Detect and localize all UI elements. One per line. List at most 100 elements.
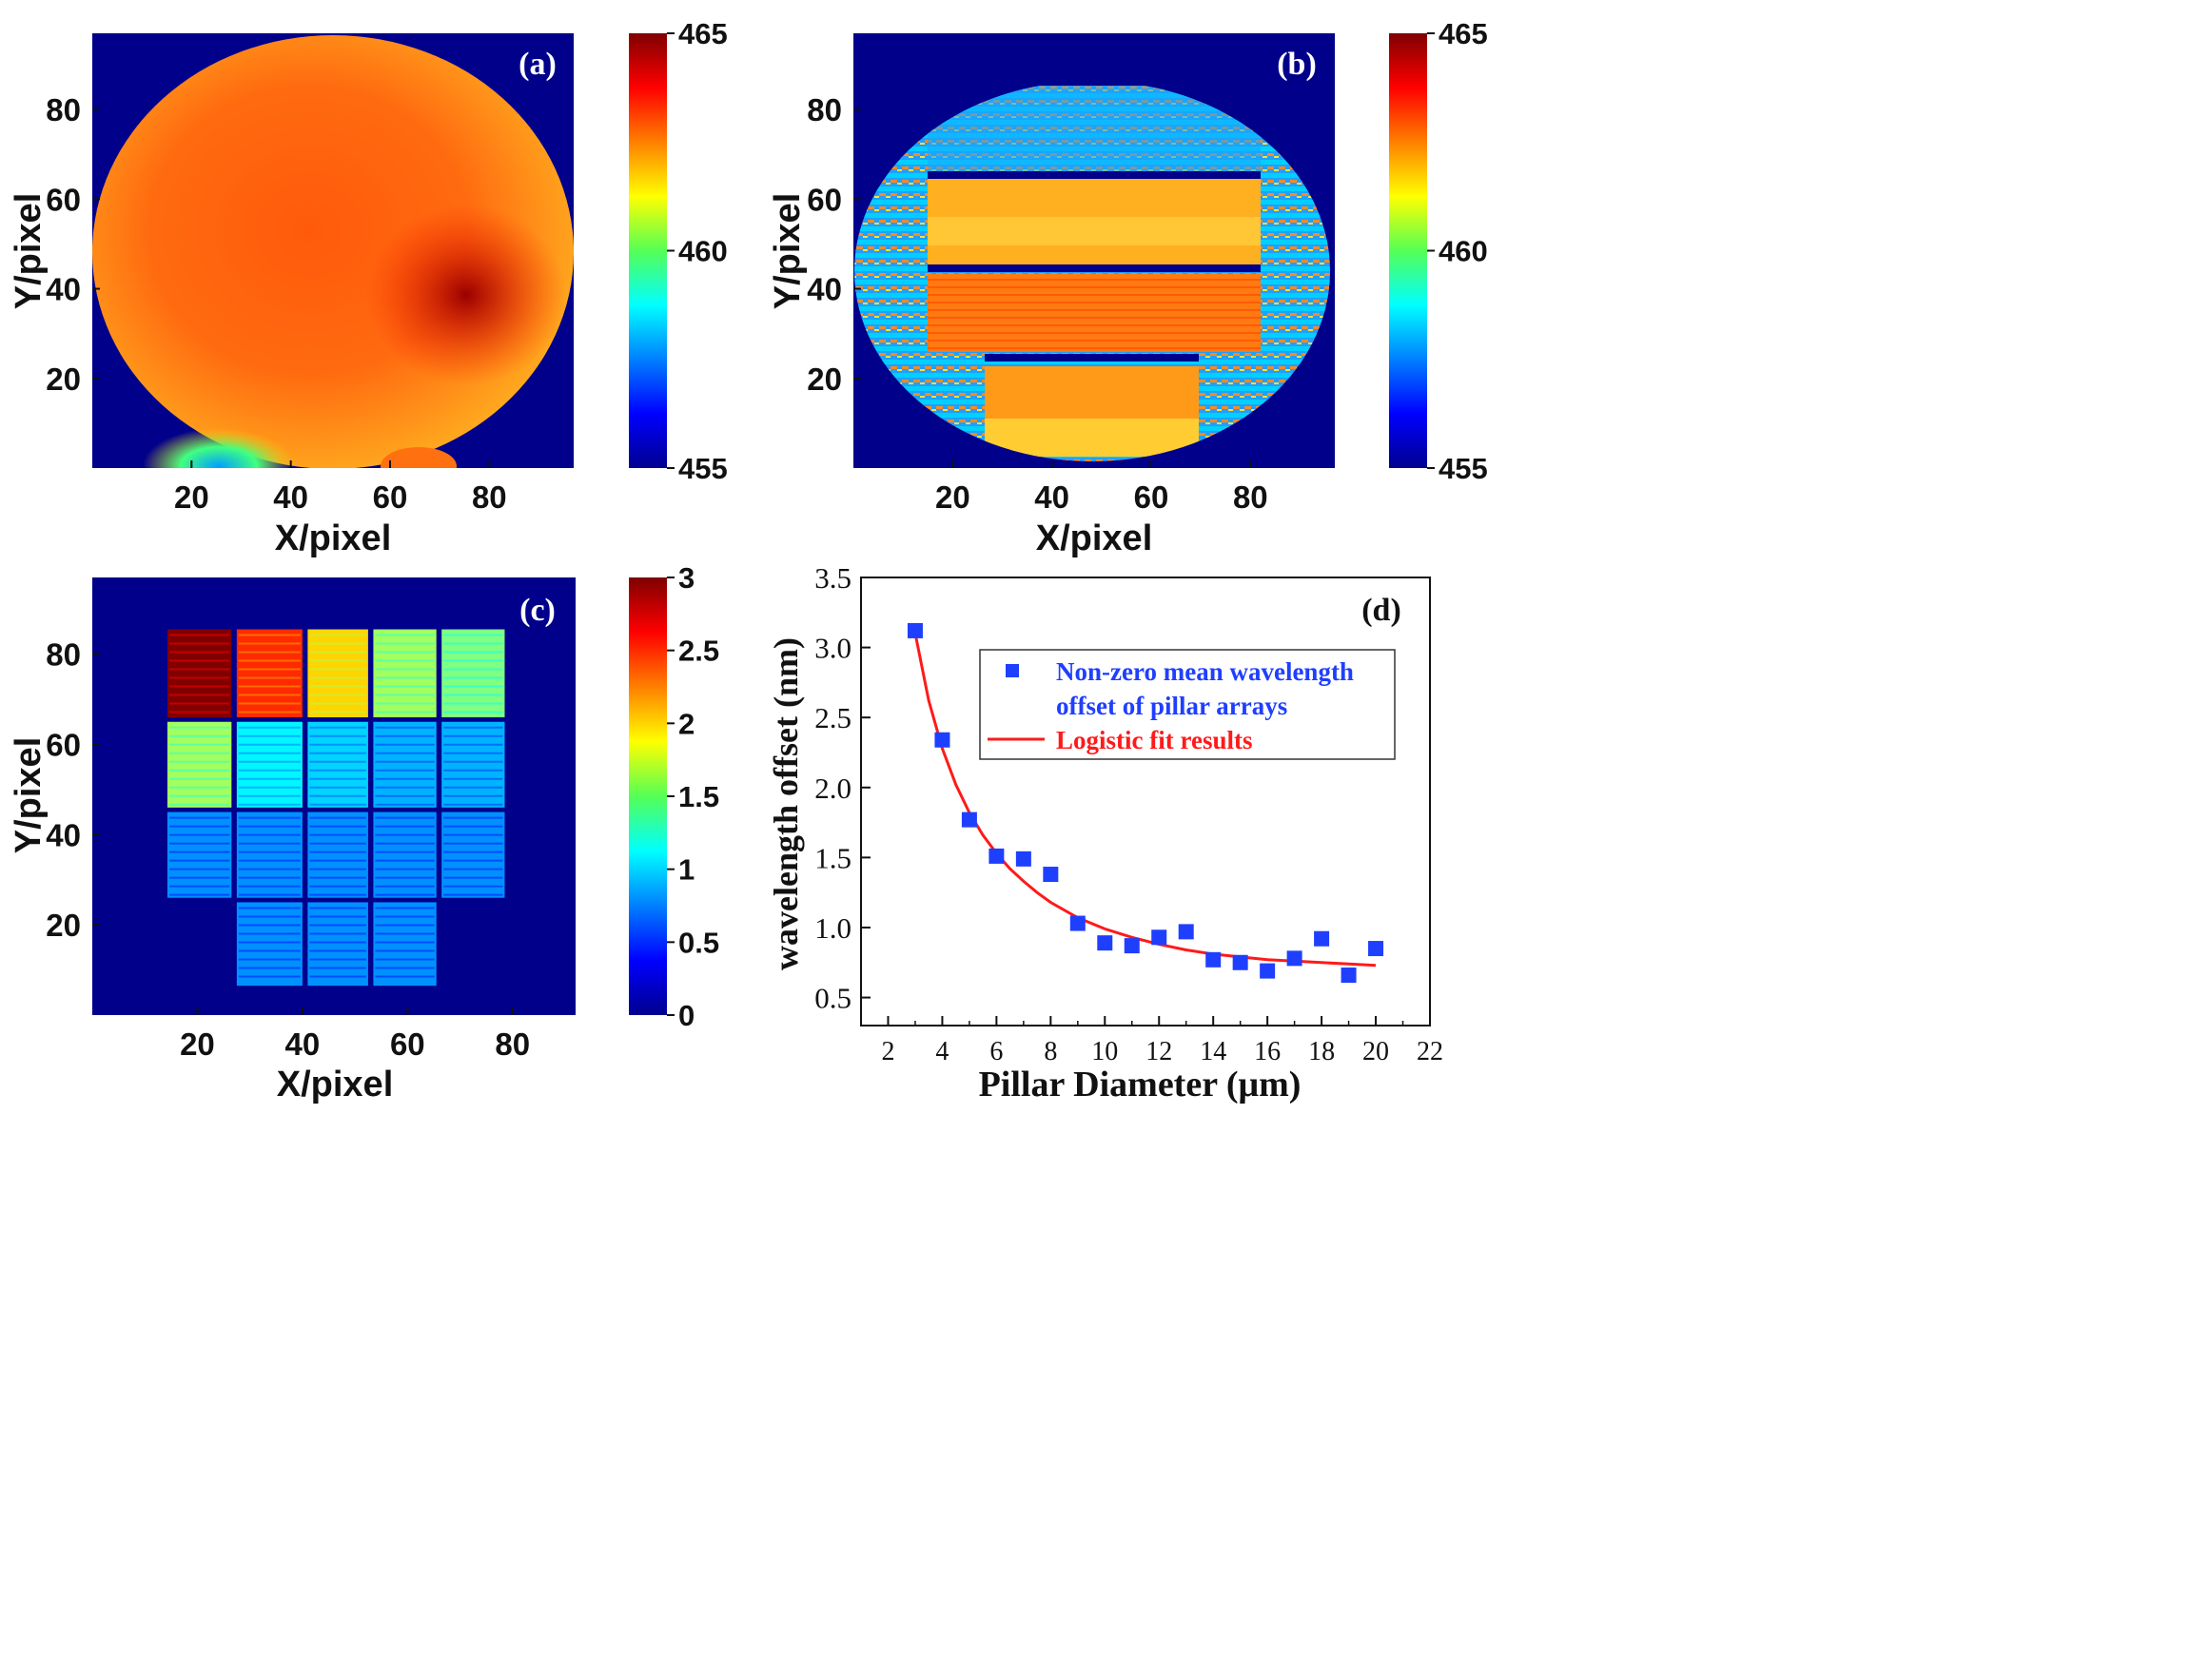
panel-c-y-ticks: 20 40 60 80 xyxy=(46,637,100,943)
panel-a-wafer-map xyxy=(92,35,574,468)
x-tick-label: 60 xyxy=(390,1027,425,1062)
panel-a-x-axis-label: X/pixel xyxy=(275,518,392,558)
panel-c-block-map xyxy=(166,629,505,987)
colorbar-tick-label: 460 xyxy=(678,235,728,268)
data-point xyxy=(1097,935,1113,951)
data-point xyxy=(1341,968,1357,984)
panel-c-colorbar-ticks: 0 0.5 1 1.5 2 2.5 3 xyxy=(667,561,719,1032)
array-block xyxy=(236,902,303,987)
array-block xyxy=(373,902,437,987)
panel-a-colorbar xyxy=(629,33,667,468)
x-tick-label: 6 xyxy=(989,1037,1003,1066)
x-tick-label: 40 xyxy=(285,1027,321,1062)
data-point xyxy=(1286,950,1302,967)
y-tick-label: 2.0 xyxy=(814,772,852,805)
data-point xyxy=(989,848,1005,864)
panel-d-axes: 2 4 6 8 10 12 14 16 18 20 22 0.5 1.0 1.5 2.0 2.5 3.0 3.5 xyxy=(814,561,1443,1066)
x-tick-label: 20 xyxy=(174,479,209,515)
panel-a-label: (a) xyxy=(519,47,557,82)
x-tick-label: 40 xyxy=(1034,479,1069,515)
legend-entry-points-line2: offset of pillar arrays xyxy=(1056,692,1287,720)
legend-box xyxy=(979,649,1396,760)
colorbar-tick-label: 0 xyxy=(678,999,695,1032)
panel-b-colorbar xyxy=(1389,33,1427,468)
panel-b-x-ticks: 20 40 60 80 xyxy=(935,460,1268,515)
y-tick-label: 20 xyxy=(46,908,81,943)
data-point xyxy=(1043,867,1059,883)
panel-c-colorbar xyxy=(629,577,667,1015)
x-tick-label: 40 xyxy=(273,479,308,515)
array-block xyxy=(373,811,437,898)
y-tick-label: 60 xyxy=(46,727,81,762)
legend-marker-square xyxy=(1006,664,1019,677)
panel-c: (c) 0 0.5 1 1.5 2 2.5 3 20 40 60 80 20 40 60 80 X/pi… xyxy=(9,561,719,1105)
x-tick-label: 2 xyxy=(881,1037,894,1066)
panel-d-legend: Non-zero mean wavelength offset of pilla… xyxy=(979,649,1396,760)
array-block xyxy=(441,721,505,808)
panel-b-y-axis-label: Y/pixel xyxy=(768,193,808,310)
y-tick-label: 2.5 xyxy=(814,701,852,734)
y-tick-label: 60 xyxy=(807,182,842,217)
array-block xyxy=(441,811,505,898)
data-point xyxy=(1178,924,1194,940)
y-tick-label: 1.0 xyxy=(814,911,852,945)
y-tick-label: 40 xyxy=(46,817,81,852)
colorbar-tick-label: 1.5 xyxy=(678,780,719,813)
panel-a-colorbar-ticks: 455 460 465 xyxy=(667,17,728,485)
x-tick-label: 14 xyxy=(1200,1037,1226,1066)
x-tick-label: 22 xyxy=(1417,1037,1443,1066)
array-block xyxy=(373,721,437,808)
data-point xyxy=(1015,851,1031,867)
data-point xyxy=(1314,930,1330,947)
y-tick-label: 40 xyxy=(46,272,81,307)
y-tick-label: 0.5 xyxy=(814,982,852,1015)
panel-b-x-axis-label: X/pixel xyxy=(1036,518,1153,558)
panel-b-colorbar-ticks: 455 460 465 xyxy=(1427,17,1488,485)
colorbar-tick-label: 2 xyxy=(678,707,695,740)
panel-c-x-ticks: 20 40 60 80 xyxy=(180,1007,530,1062)
y-tick-label: 20 xyxy=(807,362,842,397)
data-point xyxy=(1069,915,1086,931)
panel-c-y-axis-label: Y/pixel xyxy=(9,737,49,854)
y-tick-label: 60 xyxy=(46,182,81,217)
legend-entry-points-line1: Non-zero mean wavelength xyxy=(1056,657,1354,686)
x-tick-label: 12 xyxy=(1145,1037,1172,1066)
array-block xyxy=(307,721,368,808)
panel-d-data-points xyxy=(907,622,1384,984)
x-tick-label: 4 xyxy=(935,1037,949,1066)
colorbar-tick-label: 2.5 xyxy=(678,635,719,668)
y-tick-label: 20 xyxy=(46,362,81,397)
array-block xyxy=(166,811,232,898)
panel-a-y-ticks: 20 40 60 80 xyxy=(46,92,100,397)
panel-a-y-axis-label: Y/pixel xyxy=(9,193,49,310)
panel-c-x-axis-label: X/pixel xyxy=(277,1065,394,1105)
data-point xyxy=(1151,929,1167,946)
y-tick-label: 40 xyxy=(807,272,842,307)
panel-b-label: (b) xyxy=(1277,47,1317,82)
x-tick-label: 60 xyxy=(373,479,408,515)
panel-d-y-axis-label: wavelength offset (nm) xyxy=(767,637,805,970)
legend-entry-fit: Logistic fit results xyxy=(1056,726,1252,754)
panel-c-label: (c) xyxy=(519,593,556,628)
colorbar-tick-label: 3 xyxy=(678,561,695,595)
array-block xyxy=(166,721,232,808)
x-tick-label: 16 xyxy=(1254,1037,1281,1066)
data-point xyxy=(934,732,950,748)
x-tick-label: 18 xyxy=(1308,1037,1335,1066)
x-tick-label: 8 xyxy=(1044,1037,1057,1066)
colorbar-tick-label: 465 xyxy=(1439,17,1488,50)
colorbar-tick-label: 455 xyxy=(1439,452,1488,485)
array-block xyxy=(236,721,303,808)
colorbar-tick-label: 455 xyxy=(678,452,728,485)
x-tick-label: 60 xyxy=(1134,479,1169,515)
x-tick-label: 10 xyxy=(1091,1037,1118,1066)
colorbar-tick-label: 460 xyxy=(1439,235,1488,268)
y-tick-label: 80 xyxy=(46,92,81,127)
panel-d-plot-frame xyxy=(860,577,1431,1027)
y-tick-label: 80 xyxy=(46,637,81,673)
y-tick-label: 3.0 xyxy=(814,632,852,665)
panel-b-y-ticks: 20 40 60 80 xyxy=(807,92,861,397)
x-tick-label: 20 xyxy=(1362,1037,1389,1066)
